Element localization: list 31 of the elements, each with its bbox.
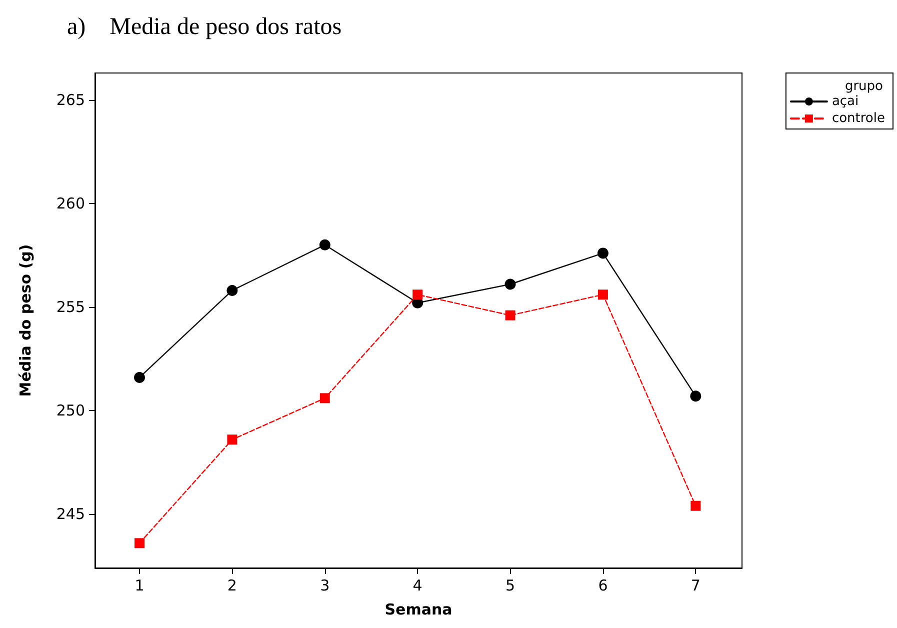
y-axis-title: Média do peso (g) [16,244,34,397]
point [598,290,608,300]
x-tick-label: 5 [505,576,516,594]
point [412,290,423,300]
point [134,538,144,548]
legend-title: grupo [844,79,884,94]
x-tick-label: 7 [690,576,700,594]
point [134,372,145,383]
point [504,278,516,290]
point [319,239,330,250]
y-tick-label: 265 [56,90,85,109]
chart-title: a) Media de peso dos ratos [67,14,342,40]
x-tick-label: 1 [134,576,144,594]
x-tick-label: 2 [227,576,237,594]
point [690,500,701,511]
y-tick-label: 255 [56,298,85,316]
point [597,248,608,259]
x-tick-label: 4 [412,576,422,594]
point [227,434,238,445]
x-tick-label: 6 [598,576,608,594]
y-tick-label: 245 [56,505,85,524]
legend-label: açai [832,94,859,109]
x-tick-label: 3 [320,576,330,594]
point [320,393,330,404]
legend-label: controle [832,111,885,126]
point [505,310,516,320]
point [226,284,238,296]
point [690,390,702,402]
y-tick-label: 260 [56,194,85,212]
y-tick-label: 250 [56,402,85,420]
x-axis-title: Semana [384,600,452,618]
